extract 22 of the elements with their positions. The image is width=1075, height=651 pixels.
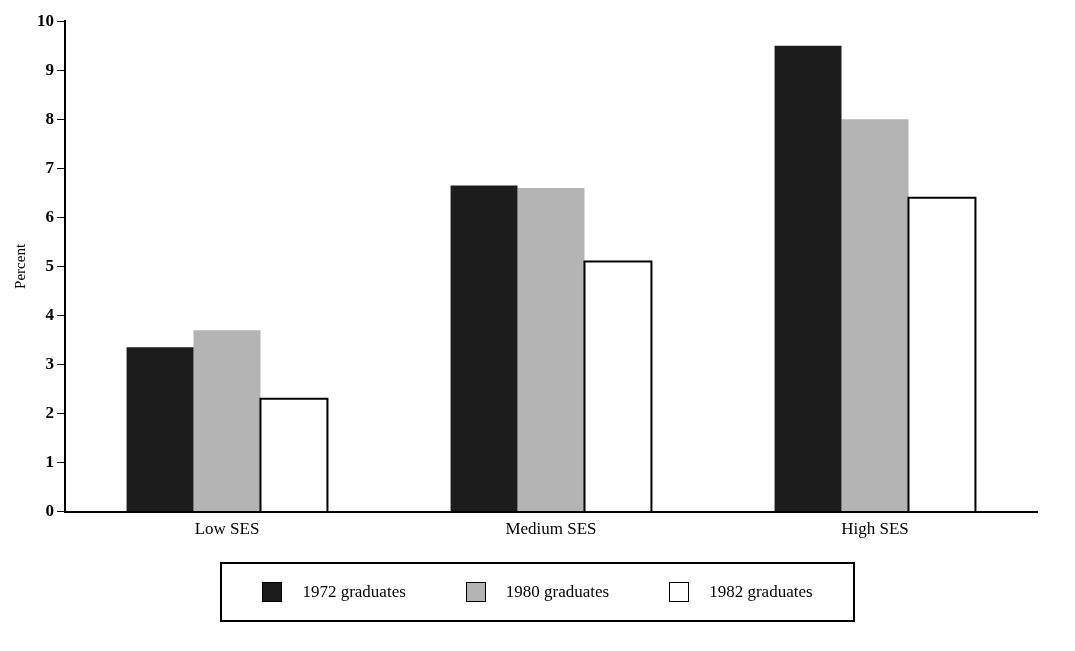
y-tick-label: 1: [45, 451, 54, 471]
bar: [126, 347, 194, 512]
x-tick-label: Medium SES: [505, 519, 597, 539]
x-tick-label: Low SES: [194, 519, 260, 539]
bar: [193, 330, 261, 512]
bar: [774, 45, 842, 512]
legend-label: 1982 graduates: [709, 582, 813, 602]
y-tick-label: 2: [45, 402, 54, 422]
y-tick-label: 4: [45, 304, 55, 324]
x-tick-label: High SES: [841, 519, 909, 539]
legend-label: 1980 graduates: [505, 582, 610, 602]
y-tick-label: 7: [45, 157, 55, 177]
y-tick-label: 10: [37, 10, 54, 30]
y-tick-label: 8: [45, 108, 54, 128]
bar: [450, 185, 518, 512]
y-tick-label: 5: [45, 255, 54, 275]
y-tick-label: 3: [45, 353, 54, 373]
y-tick-label: 9: [45, 59, 54, 79]
y-tick-label: 0: [45, 500, 54, 520]
legend-label: 1972 graduates: [302, 582, 406, 602]
y-axis-title: Percent: [11, 243, 28, 289]
y-tick-label: 6: [45, 206, 54, 226]
